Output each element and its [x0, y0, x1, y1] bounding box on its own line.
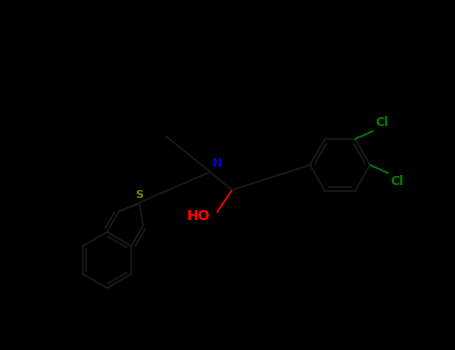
- Text: N: N: [212, 157, 222, 170]
- Text: HO: HO: [187, 209, 211, 223]
- Text: S: S: [136, 190, 143, 200]
- Text: Cl: Cl: [375, 116, 388, 129]
- Text: Cl: Cl: [390, 175, 403, 188]
